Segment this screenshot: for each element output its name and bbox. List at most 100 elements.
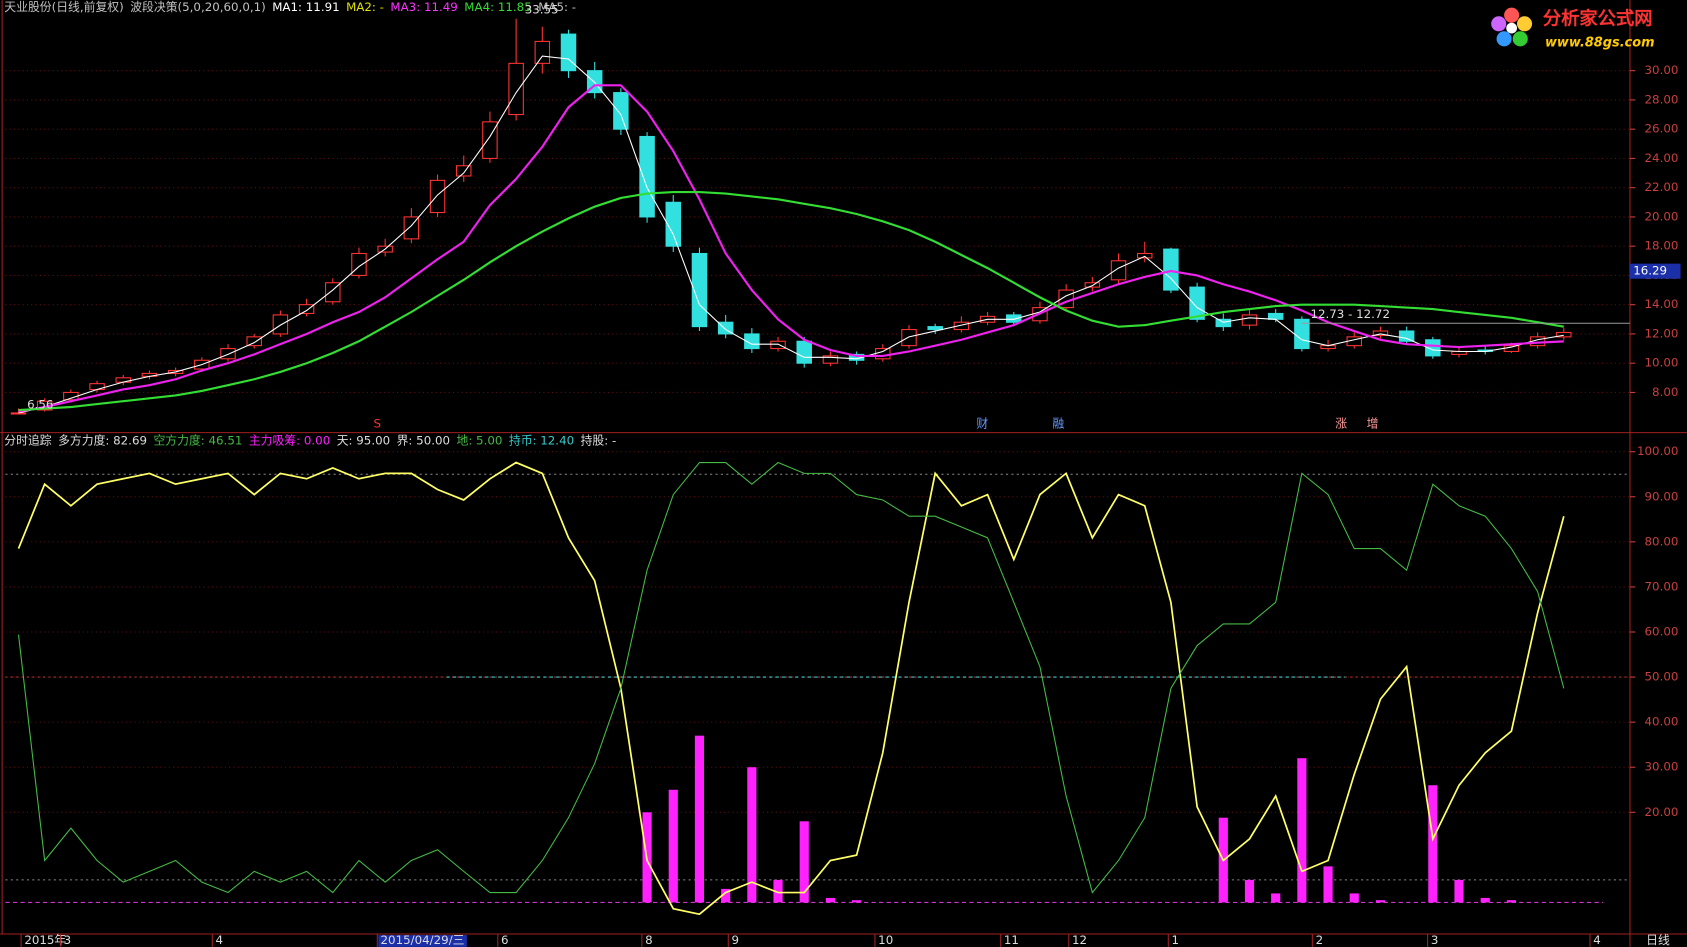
y-tick-label: 50.00 [1645, 670, 1679, 684]
bar [1271, 893, 1281, 903]
ma-line [18, 84, 1564, 413]
bar [1297, 758, 1307, 903]
y-tick-label: 70.00 [1645, 579, 1679, 593]
logo-center [1506, 22, 1518, 34]
x-tick-label: 12 [1072, 933, 1087, 947]
header-text: MA1: 11.91 [272, 0, 339, 14]
candle-body [1163, 248, 1179, 291]
y-tick-label: 28.00 [1645, 92, 1679, 106]
period-label: 日线 [1646, 933, 1670, 947]
bar [747, 767, 757, 903]
candle-body [246, 336, 262, 347]
candle-body [1398, 330, 1415, 342]
candle-body [220, 348, 236, 360]
indicator-line [17, 461, 1565, 894]
y-tick-label: 30.00 [1645, 760, 1679, 774]
bar [799, 821, 809, 903]
annotation: 33.55 [525, 3, 559, 17]
candle-body [1084, 282, 1101, 288]
x-tick-label: 6 [501, 933, 509, 947]
header-text: MA5: - [538, 0, 576, 14]
candle-body [1189, 286, 1205, 320]
candle-body [1425, 339, 1441, 357]
header-text: 界: 50.00 [397, 434, 450, 448]
bar [1244, 879, 1255, 903]
logo-petal [1517, 16, 1533, 32]
x-tick-label: 9 [732, 933, 740, 947]
candle-body [1136, 252, 1153, 259]
logo-name: 分析家公式网 [1543, 7, 1653, 29]
header-text: 多方力度: 82.69 [58, 434, 147, 448]
candle-body [1241, 314, 1258, 326]
y-tick-label: 24.00 [1645, 151, 1679, 165]
header-text: MA4: 11.85 [464, 0, 531, 14]
y-tick-label: 10.00 [1645, 356, 1679, 370]
header-text: MA3: 11.49 [390, 0, 457, 14]
y-tick-label: 80.00 [1645, 534, 1679, 548]
x-tick-label: 11 [1004, 933, 1019, 947]
y-tick-label: 40.00 [1645, 715, 1679, 729]
logo-petal [1491, 16, 1507, 32]
bar [1480, 897, 1490, 903]
x-tick-label: 2015年 [24, 933, 66, 947]
annotation: 6.56 [27, 397, 53, 411]
candle-body [1372, 330, 1389, 336]
header-text: 持股: - [581, 434, 617, 448]
candle-body [665, 201, 682, 247]
candle-body [744, 333, 760, 350]
bar [1428, 785, 1438, 903]
y-tick-label: 60.00 [1645, 625, 1679, 639]
x-tick-label: 1 [1172, 933, 1180, 947]
candle-body [1556, 331, 1572, 338]
candle-body [534, 40, 551, 64]
candle-body [429, 179, 446, 214]
y-tick-label: 20.00 [1645, 209, 1679, 223]
price-tag: 16.29 [1633, 264, 1667, 278]
x-tick-label: 10 [878, 933, 893, 947]
y-tick-label: 12.00 [1645, 326, 1679, 340]
x-tick-label: 2015/04/29/三 [381, 933, 465, 947]
candle-body [1267, 312, 1284, 320]
x-tick-label: 3 [64, 933, 72, 947]
x-tick-label: 2 [1316, 933, 1324, 947]
price-tag-box [1629, 263, 1681, 279]
candle-body [298, 304, 315, 314]
candle-body [351, 252, 367, 276]
event-marker: 增 [1367, 417, 1379, 431]
candle-body [272, 314, 289, 335]
annotation: 12.73 - 12.72 [1310, 307, 1390, 321]
header-text: 地: 5.00 [456, 434, 502, 448]
y-tick-label: 20.00 [1645, 805, 1679, 819]
candle-body [1110, 260, 1127, 281]
header-text: 空方力度: 46.51 [153, 434, 242, 448]
logo-petal [1496, 31, 1512, 47]
bar [694, 735, 705, 903]
candle-body [508, 62, 524, 116]
candle-body [875, 348, 891, 360]
y-tick-label: 30.00 [1645, 63, 1679, 77]
event-marker: S [374, 417, 382, 431]
header-text: 天: 95.00 [337, 434, 390, 448]
bar [773, 879, 783, 903]
logo: 分析家公式网 www.88gs.com [1491, 7, 1655, 51]
candle-body [770, 340, 786, 350]
bar [1349, 893, 1359, 903]
candle-body [403, 216, 420, 240]
logo-petal [1504, 7, 1520, 23]
logo-url: www.88gs.com [1545, 36, 1655, 51]
header-text: 主力吸筹: 0.00 [249, 434, 330, 448]
candle-body [717, 321, 734, 335]
header-text: MA2: - [346, 0, 384, 14]
header-text: 天业股份(日线,前复权) [4, 0, 123, 14]
y-tick-label: 18.00 [1645, 239, 1679, 253]
header-text: 分时追踪 [4, 434, 51, 448]
candle-body [1503, 345, 1520, 353]
indicator-line [17, 461, 1565, 916]
candle-body [953, 321, 970, 331]
y-tick-label: 100.00 [1637, 444, 1678, 458]
header-text: 持币: 12.40 [509, 434, 574, 448]
y-tick-label: 26.00 [1645, 122, 1679, 136]
ma-line [18, 55, 1564, 414]
